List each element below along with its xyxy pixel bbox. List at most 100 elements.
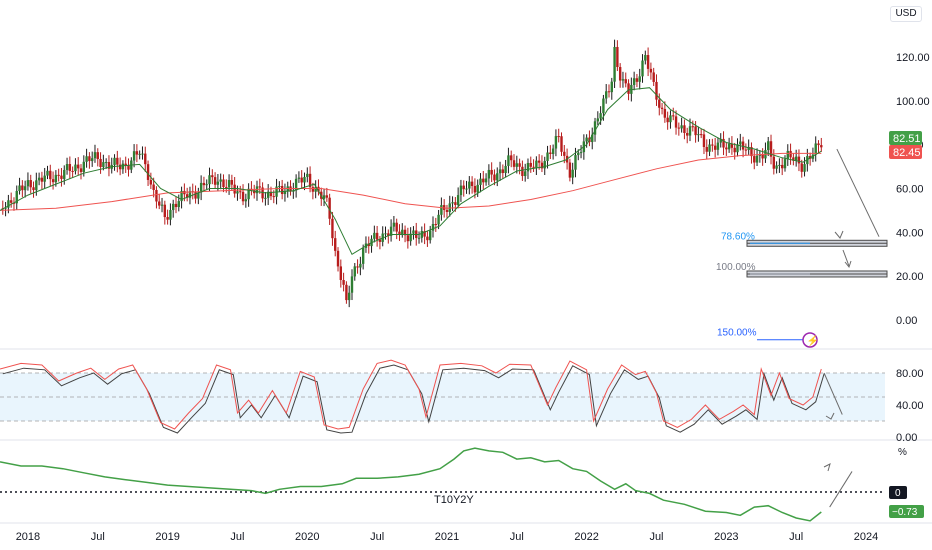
candle-body <box>102 162 105 168</box>
candle-body <box>683 125 686 134</box>
price-axis-tick: 120.00 <box>896 52 930 64</box>
candle-body <box>144 153 147 165</box>
candle-body <box>71 170 74 172</box>
candle-body <box>769 141 773 157</box>
candle-body <box>476 184 479 193</box>
candle-body <box>216 181 220 185</box>
candle-body <box>621 79 625 81</box>
candle-body <box>783 159 787 169</box>
candle-body <box>54 174 58 183</box>
candle-body <box>116 157 119 165</box>
candle-body <box>417 237 421 239</box>
candle-body <box>437 214 440 225</box>
candle-body <box>510 155 513 161</box>
candle-body <box>456 195 460 205</box>
candle-body <box>699 134 703 136</box>
candle-body <box>705 146 708 152</box>
candle-body <box>652 72 655 82</box>
candle-body <box>711 144 714 146</box>
candle-body <box>57 174 60 176</box>
candle-body <box>160 204 164 206</box>
yield-projection <box>829 471 853 508</box>
candle-body <box>554 136 558 149</box>
candle-body <box>239 191 242 193</box>
candle-body <box>325 195 329 198</box>
time-axis-tick: 2024 <box>854 531 878 543</box>
zero-badge <box>889 486 907 499</box>
candle-body <box>107 162 111 169</box>
candle-body <box>680 125 683 129</box>
candle-body <box>739 141 742 145</box>
candle-body <box>342 280 345 285</box>
candle-body <box>4 207 7 209</box>
price-axis-tick: 0.00 <box>896 315 917 327</box>
candle-body <box>677 127 681 129</box>
candle-body <box>345 284 348 301</box>
candle-body <box>610 81 613 93</box>
candle-body <box>253 190 256 194</box>
candle-body <box>618 67 622 81</box>
candle-body <box>507 155 510 166</box>
candle-body <box>493 174 496 181</box>
projection-arrowhead-2 <box>844 260 852 269</box>
candle-body <box>361 247 365 264</box>
candle-body <box>306 173 309 177</box>
last-price-label <box>889 131 922 145</box>
candle-body <box>294 178 298 191</box>
currency-label[interactable]: USD <box>890 6 922 22</box>
candle-body <box>334 238 337 251</box>
candle-body <box>557 136 560 138</box>
candle-body <box>7 200 10 208</box>
candle-body <box>579 152 583 154</box>
candle-body <box>152 184 155 190</box>
candle-body <box>546 152 549 161</box>
candle-body <box>347 292 351 301</box>
candle-body <box>596 118 600 122</box>
stochastic-axis-tick: 0.00 <box>896 432 917 444</box>
candle-body <box>155 189 158 202</box>
candle-body <box>278 186 281 188</box>
candles <box>1 39 823 308</box>
candle-body <box>280 186 284 195</box>
candle-body <box>124 163 127 166</box>
candle-body <box>605 91 608 99</box>
candle-body <box>741 141 745 150</box>
candle-body <box>616 46 619 68</box>
candle-body <box>465 188 468 190</box>
price-axis-tick: 100.00 <box>896 96 930 108</box>
candle-body <box>607 91 611 93</box>
candle-body <box>658 99 661 108</box>
candle-body <box>549 152 552 154</box>
time-axis-tick: 2022 <box>574 531 598 543</box>
candle-body <box>208 175 211 185</box>
candle-body <box>775 165 778 169</box>
candle-body <box>60 175 63 179</box>
candle-body <box>585 137 588 142</box>
candle-body <box>778 164 781 166</box>
candle-body <box>593 121 597 135</box>
candle-body <box>487 169 491 179</box>
candle-body <box>40 177 44 182</box>
candle-body <box>708 144 711 152</box>
candle-body <box>65 164 69 170</box>
candle-body <box>121 163 125 170</box>
candle-body <box>82 161 86 172</box>
candle-body <box>197 192 200 199</box>
candle-body <box>820 145 823 148</box>
candle-body <box>331 218 334 239</box>
fib-label: 100.00% <box>716 262 756 273</box>
candle-body <box>300 177 303 183</box>
stochastic-d-line <box>2 364 825 434</box>
fib-label: 78.60% <box>721 231 755 242</box>
candle-body <box>420 230 424 238</box>
time-axis-tick: 2021 <box>435 531 459 543</box>
candle-body <box>373 232 376 239</box>
candle-body <box>470 181 474 187</box>
candle-body <box>113 157 116 165</box>
candle-body <box>127 165 130 170</box>
time-axis-tick: Jul <box>370 531 384 543</box>
candle-body <box>359 263 362 268</box>
candle-body <box>353 266 356 277</box>
candle-body <box>389 226 393 236</box>
